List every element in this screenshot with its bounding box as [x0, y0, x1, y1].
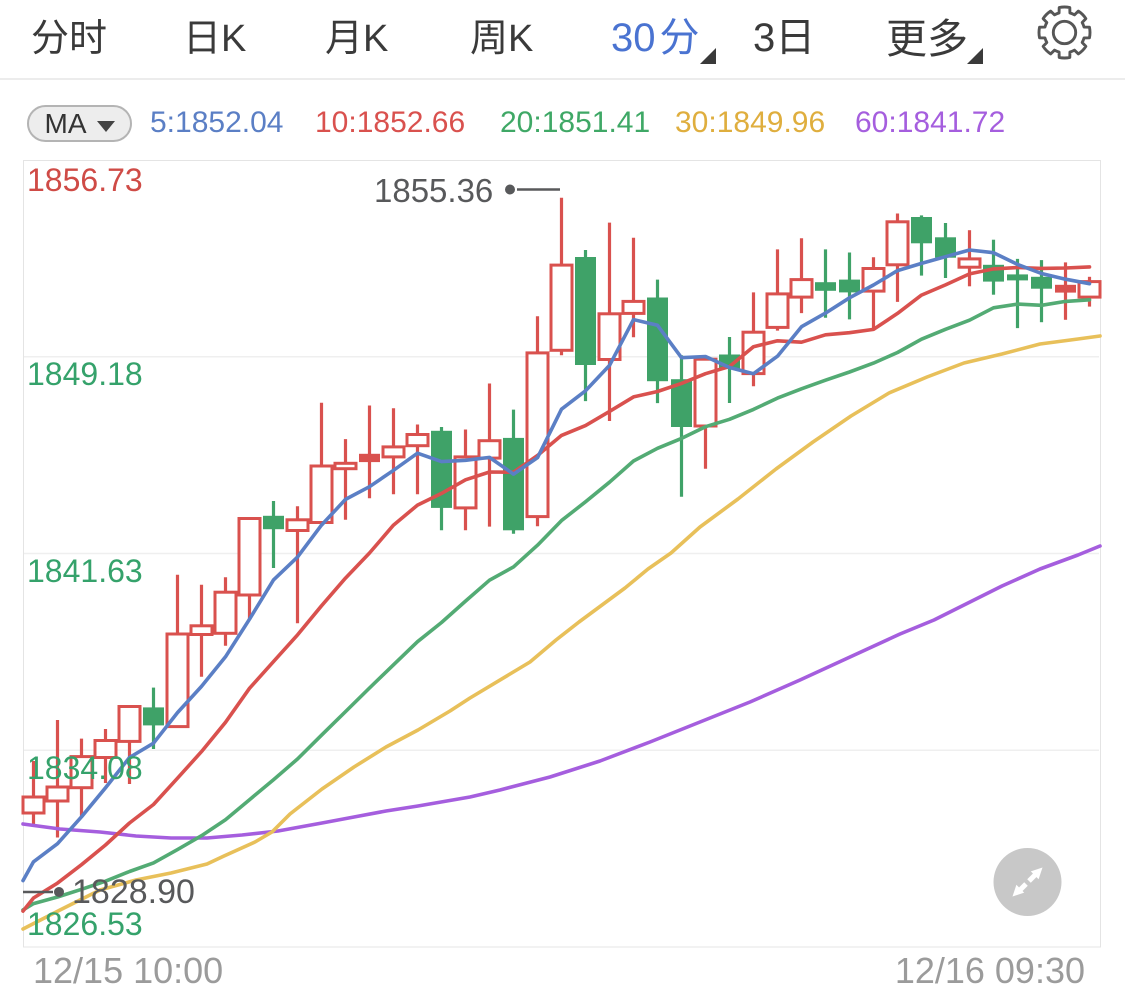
svg-text:1856.73: 1856.73 — [27, 162, 143, 198]
svg-text:1855.36: 1855.36 — [374, 172, 493, 209]
svg-text:12/15 10:00: 12/15 10:00 — [33, 950, 223, 991]
svg-text:1849.18: 1849.18 — [27, 356, 143, 392]
svg-text:1828.90: 1828.90 — [72, 873, 195, 911]
svg-text:1834.08: 1834.08 — [27, 750, 143, 786]
svg-text:12/16 09:30: 12/16 09:30 — [895, 950, 1085, 991]
svg-text:1826.53: 1826.53 — [27, 906, 143, 942]
svg-text:1841.63: 1841.63 — [27, 553, 143, 589]
